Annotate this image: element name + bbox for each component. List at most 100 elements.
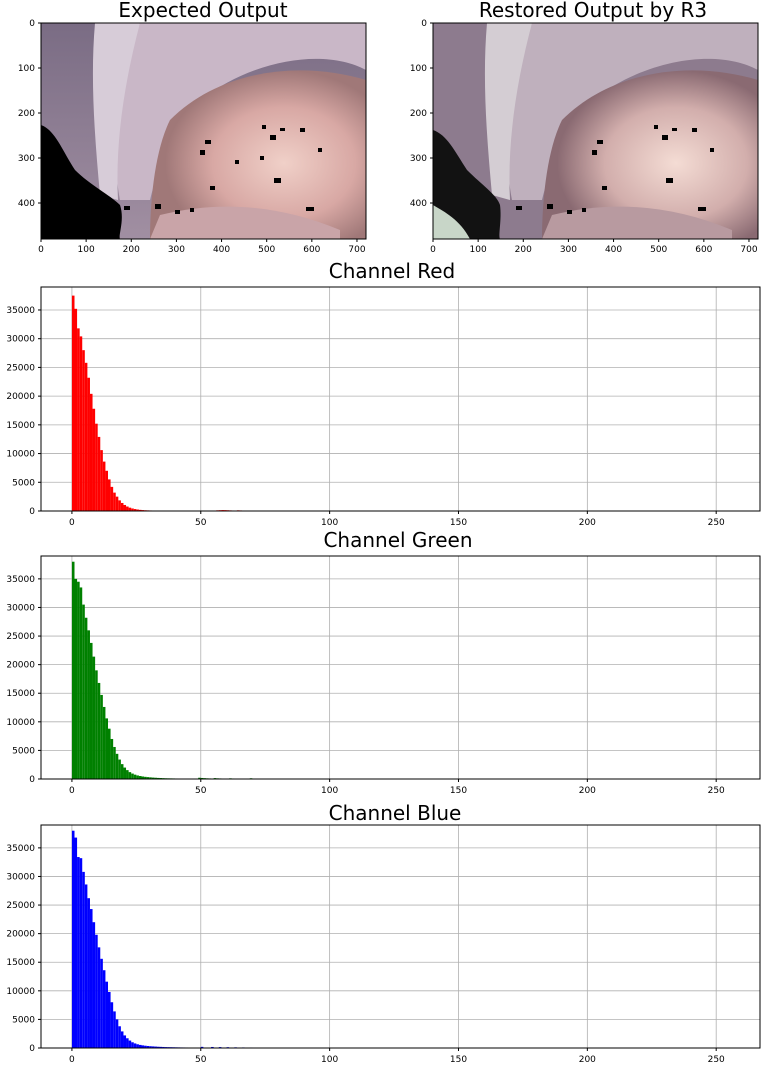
x-tick-label: 100 xyxy=(321,786,338,796)
x-tick-label: 700 xyxy=(740,245,757,255)
y-tick-label: 300 xyxy=(18,154,35,164)
y-tick-label: 0 xyxy=(421,19,427,29)
histogram-bar xyxy=(131,1042,134,1048)
histogram-bar xyxy=(74,578,78,779)
x-tick-label: 0 xyxy=(430,245,436,255)
image-frame xyxy=(432,22,759,240)
histogram-bar xyxy=(115,1019,119,1048)
y-tick-label: 0 xyxy=(29,19,35,29)
histogram-bar xyxy=(79,587,83,779)
x-tick-label: 50 xyxy=(195,518,207,528)
expected-output-image xyxy=(41,23,366,239)
histogram-bar xyxy=(113,746,116,779)
histogram-bar xyxy=(146,1045,150,1048)
y-tick-label: 100 xyxy=(410,64,427,74)
histogram-bar xyxy=(136,775,139,779)
y-tick-label: 5000 xyxy=(12,1015,35,1025)
histogram-bar xyxy=(71,561,75,779)
y-tick-label: 30000 xyxy=(6,872,35,882)
histogram-bar xyxy=(113,1011,116,1048)
plot-frame xyxy=(40,286,761,512)
y-tick-label: 15000 xyxy=(6,421,35,431)
histogram-bar xyxy=(102,970,106,1048)
x-tick-label: 500 xyxy=(258,245,275,255)
y-tick-label: 200 xyxy=(410,109,427,119)
y-tick-label: 400 xyxy=(18,199,35,209)
histogram-bar xyxy=(79,858,83,1048)
histogram-bar xyxy=(84,884,88,1048)
y-tick-label: 25000 xyxy=(6,901,35,911)
histogram-bar xyxy=(128,772,132,779)
histogram-bar xyxy=(110,738,114,779)
histogram-bar xyxy=(87,377,90,511)
histogram-bar xyxy=(144,1045,147,1048)
histogram-bar xyxy=(118,1026,121,1048)
x-tick-label: 300 xyxy=(560,245,577,255)
histogram-bar xyxy=(89,393,93,511)
x-tick-label: 100 xyxy=(470,245,487,255)
histogram-bar xyxy=(84,617,88,779)
x-tick-label: 100 xyxy=(321,1055,338,1065)
histogram-bar xyxy=(77,581,80,779)
histogram-bar xyxy=(131,508,134,511)
histogram-bar xyxy=(120,764,124,779)
x-tick-label: 150 xyxy=(450,786,467,796)
x-tick-label: 250 xyxy=(708,786,725,796)
y-tick-label: 15000 xyxy=(6,689,35,699)
y-tick-label: 10000 xyxy=(6,987,35,997)
histogram-bar xyxy=(126,1038,129,1048)
histogram-bar xyxy=(128,507,132,511)
y-tick-label: 5000 xyxy=(12,746,35,756)
histogram-bar xyxy=(136,509,139,511)
plot-frame xyxy=(40,555,761,780)
histogram-bar xyxy=(154,1046,157,1048)
image-axes: 0 100 200 300 400 500 600 700 0 100 200 300 400 xyxy=(18,19,366,255)
y-tick-label: 15000 xyxy=(6,958,35,968)
histogram-bar xyxy=(115,753,119,779)
y-tick-label: 5000 xyxy=(12,478,35,488)
histogram-bar xyxy=(141,776,145,779)
histogram-bar xyxy=(77,328,80,511)
histogram-bar xyxy=(149,1046,152,1048)
histogram-bar xyxy=(110,1002,114,1048)
histogram-bar xyxy=(110,486,114,511)
histogram-bar xyxy=(138,509,142,511)
y-tick-label: 0 xyxy=(29,775,35,785)
histogram-bar xyxy=(151,777,155,779)
y-tick-label: 0 xyxy=(29,507,35,517)
histogram-bar xyxy=(108,479,111,511)
histogram-bar xyxy=(97,682,101,779)
chart-title: Channel Green xyxy=(323,528,472,552)
histogram-bar xyxy=(133,774,137,779)
histogram-bar xyxy=(159,1046,163,1048)
y-tick-label: 20000 xyxy=(6,392,35,402)
y-tick-label: 400 xyxy=(410,199,427,209)
histogram-bar xyxy=(92,656,96,779)
histogram-bar xyxy=(126,770,129,779)
histogram-bar xyxy=(126,506,129,511)
histogram-bar xyxy=(87,630,90,779)
y-tick-label: 30000 xyxy=(6,335,35,345)
histogram-bar xyxy=(105,981,109,1048)
x-tick-label: 300 xyxy=(168,245,185,255)
histogram-bar xyxy=(211,1046,214,1048)
histogram-bar xyxy=(144,776,147,779)
y-tick-label: 35000 xyxy=(6,575,35,585)
histogram-bar xyxy=(154,777,157,779)
x-tick-label: 600 xyxy=(695,245,712,255)
histogram-bar xyxy=(97,436,101,511)
x-tick-label: 150 xyxy=(450,1055,467,1065)
histogram-bar xyxy=(200,1046,204,1048)
histogram-bar xyxy=(82,604,85,779)
histogram-bar xyxy=(100,450,103,511)
histogram-bar xyxy=(118,500,121,511)
y-tick-label: 25000 xyxy=(6,363,35,373)
histogram-bar xyxy=(151,1046,155,1048)
histogram-bar xyxy=(82,871,85,1048)
histogram-bar xyxy=(97,947,101,1048)
histogram-bar xyxy=(102,461,106,511)
y-tick-label: 30000 xyxy=(6,603,35,613)
plot-area xyxy=(41,825,760,1048)
y-tick-label: 10000 xyxy=(6,450,35,460)
histogram-bar xyxy=(123,504,127,511)
